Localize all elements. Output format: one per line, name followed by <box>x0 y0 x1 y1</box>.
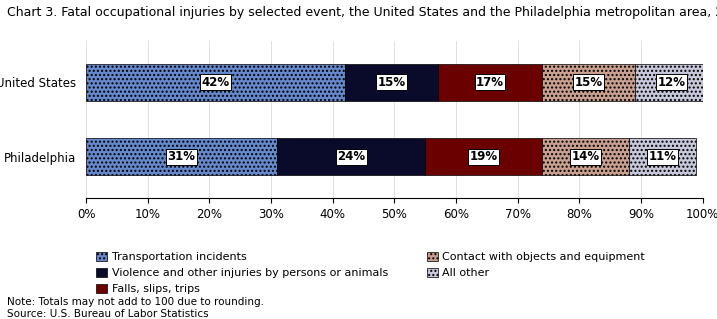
Text: 42%: 42% <box>201 76 229 89</box>
Bar <box>345 64 437 101</box>
Text: Note: Totals may not add to 100 due to rounding.
Source: U.S. Bureau of Labor St: Note: Totals may not add to 100 due to r… <box>7 297 264 319</box>
Text: 19%: 19% <box>470 150 498 163</box>
Bar <box>277 138 425 175</box>
Text: 15%: 15% <box>377 76 405 89</box>
Text: 31%: 31% <box>168 150 196 163</box>
Bar <box>86 64 345 101</box>
Bar <box>437 64 542 101</box>
Legend: Transportation incidents, Violence and other injuries by persons or animals, Fal: Transportation incidents, Violence and o… <box>92 247 650 299</box>
Bar <box>542 138 629 175</box>
Text: Chart 3. Fatal occupational injuries by selected event, the United States and th: Chart 3. Fatal occupational injuries by … <box>7 6 717 19</box>
Bar <box>635 64 709 101</box>
Text: 15%: 15% <box>574 76 603 89</box>
Bar <box>425 138 542 175</box>
Text: 12%: 12% <box>657 76 686 89</box>
Text: 17%: 17% <box>476 76 504 89</box>
Bar <box>542 64 635 101</box>
Text: 24%: 24% <box>337 150 365 163</box>
Text: 14%: 14% <box>571 150 599 163</box>
Bar <box>86 138 277 175</box>
Bar <box>629 138 696 175</box>
Text: 11%: 11% <box>649 150 677 163</box>
